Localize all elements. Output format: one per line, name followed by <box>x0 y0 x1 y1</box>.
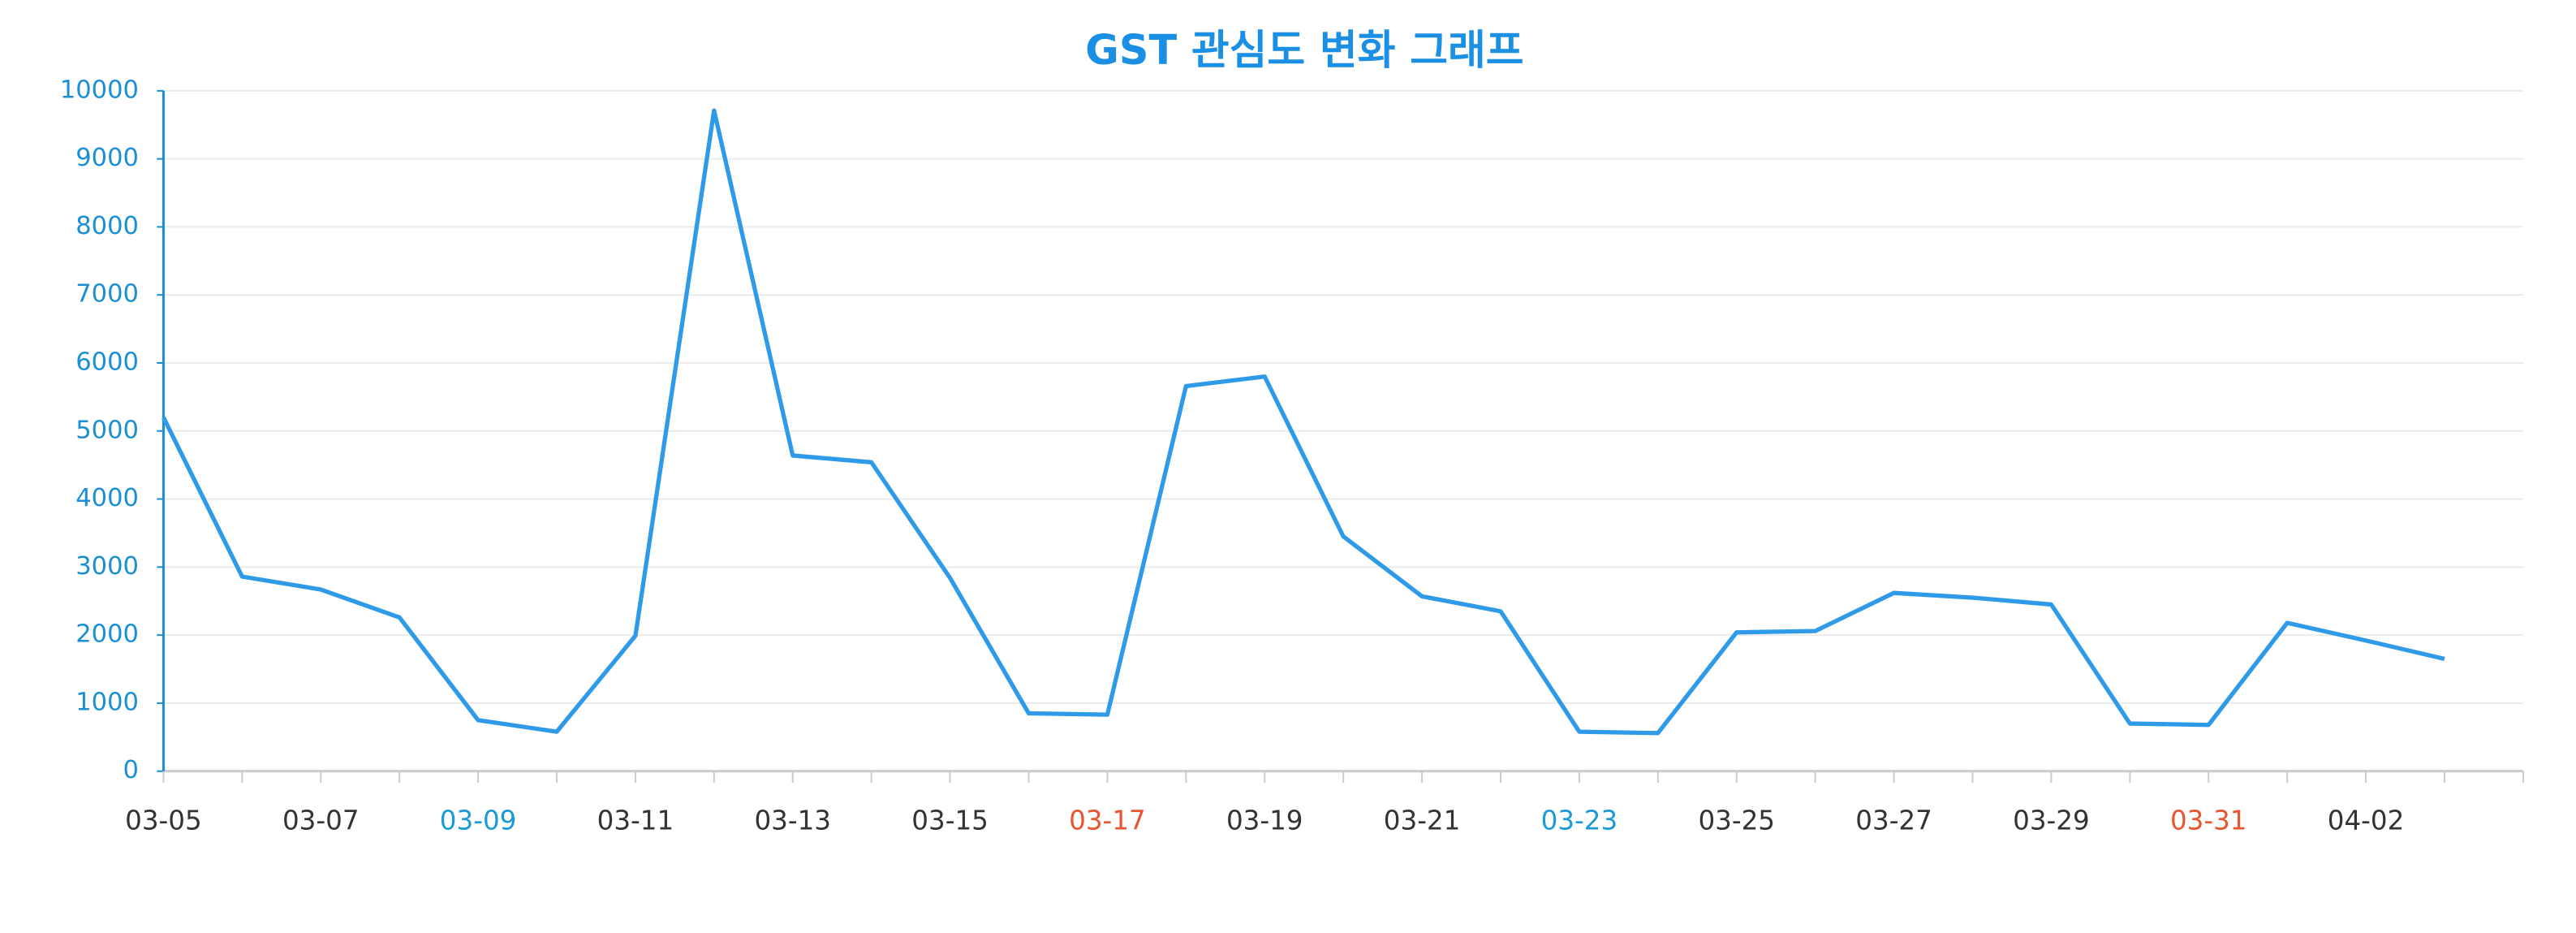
y-tick-label: 10000 <box>60 76 139 104</box>
x-tick-label: 03-27 <box>1855 806 1932 836</box>
y-tick-label: 2000 <box>75 620 139 649</box>
x-tick-label: 03-15 <box>911 806 989 836</box>
y-tick-label: 5000 <box>75 416 139 444</box>
x-tick-label: 03-29 <box>2013 806 2090 836</box>
x-tick-label: 03-13 <box>754 806 831 836</box>
y-tick-label: 3000 <box>75 552 139 581</box>
x-tick-label: 03-17 <box>1069 806 1146 836</box>
x-tick-label: 03-07 <box>282 806 360 836</box>
x-tick-label: 03-19 <box>1226 806 1303 836</box>
x-tick-label: 03-31 <box>2170 806 2247 836</box>
y-tick-label: 1000 <box>75 688 139 716</box>
chart-title: GST 관심도 변화 그래프 <box>1085 26 1523 74</box>
x-tick-label: 03-05 <box>125 806 202 836</box>
x-tick-label: 03-21 <box>1384 806 1461 836</box>
x-tick-label: 03-23 <box>1541 806 1618 836</box>
y-tick-label: 6000 <box>75 348 139 376</box>
x-tick-label: 03-11 <box>597 806 674 836</box>
y-tick-label: 7000 <box>75 280 139 309</box>
y-tick-label: 0 <box>123 756 138 784</box>
y-tick-label: 9000 <box>75 144 139 172</box>
x-tick-label: 03-09 <box>440 806 517 836</box>
x-tick-label: 04-02 <box>2328 806 2405 836</box>
y-tick-label: 8000 <box>75 212 139 240</box>
data-line <box>162 108 2445 736</box>
y-tick-label: 4000 <box>75 484 139 512</box>
x-tick-label: 03-25 <box>1698 806 1775 836</box>
